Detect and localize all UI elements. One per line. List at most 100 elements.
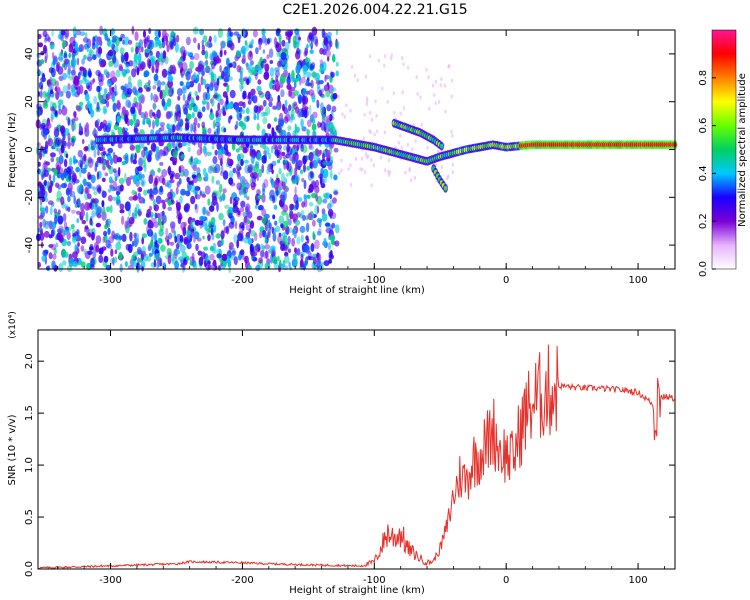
noise-blob — [208, 42, 213, 48]
spectrogram-features — [94, 118, 678, 193]
noise-blob — [68, 173, 72, 181]
noise-blob — [81, 219, 87, 225]
noise-blob — [138, 210, 142, 216]
noise-blob — [285, 159, 289, 170]
noise-blob — [216, 202, 219, 212]
noise-blob — [92, 249, 97, 259]
noise-blob — [291, 179, 298, 185]
noise-blob — [209, 52, 214, 61]
noise-blob — [146, 39, 153, 50]
noise-blob — [121, 106, 126, 115]
noise-blob — [155, 68, 159, 74]
noise-blob — [237, 37, 241, 44]
noise-blob — [86, 100, 91, 109]
noise-blob — [116, 115, 121, 123]
noise-blob — [167, 191, 173, 199]
noise-blob — [143, 146, 148, 151]
noise-blob — [254, 246, 258, 254]
noise-blob — [310, 79, 314, 89]
noise-blob — [389, 56, 393, 61]
noise-blob — [364, 74, 368, 79]
noise-blob — [107, 49, 114, 57]
noise-blob — [135, 65, 139, 73]
noise-blob — [87, 193, 92, 200]
noise-blob — [158, 149, 164, 154]
noise-blob — [272, 232, 277, 242]
noise-blob — [363, 170, 367, 175]
noise-blob — [131, 190, 136, 195]
noise-blob — [83, 54, 87, 60]
noise-blob — [257, 195, 263, 200]
noise-blob — [266, 168, 270, 175]
noise-blob — [60, 183, 67, 189]
noise-blob — [201, 100, 208, 105]
noise-blob — [175, 104, 180, 112]
noise-blob — [52, 253, 57, 260]
noise-blob — [96, 184, 102, 192]
noise-blob — [98, 58, 104, 65]
noise-blob — [308, 201, 314, 207]
noise-blob — [204, 50, 209, 60]
noise-blob — [258, 37, 262, 43]
noise-blob — [139, 63, 144, 71]
noise-blob — [74, 231, 79, 236]
spectrogram-y-axis: -40 -20 0 20 40 — [24, 48, 675, 253]
noise-blob — [87, 68, 92, 78]
noise-blob — [228, 63, 233, 68]
noise-blob — [139, 171, 143, 181]
noise-blob — [300, 253, 304, 261]
noise-blob — [222, 188, 227, 194]
noise-blob — [298, 59, 303, 68]
noise-blob — [238, 146, 243, 151]
noise-blob — [296, 126, 300, 133]
noise-blob — [248, 44, 254, 49]
noise-blob — [161, 98, 166, 107]
noise-blob — [236, 182, 242, 191]
noise-blob — [158, 127, 162, 132]
noise-blob — [192, 164, 197, 172]
colorbar-gradient — [711, 29, 737, 270]
noise-blob — [115, 241, 122, 251]
noise-blob — [62, 72, 67, 81]
snr-y-multiplier: (x10⁴) — [8, 311, 18, 338]
noise-blob — [138, 258, 143, 263]
noise-blob — [301, 177, 305, 183]
noise-blob — [54, 137, 60, 147]
noise-blob — [420, 122, 423, 127]
noise-blob — [116, 156, 123, 163]
noise-blob — [187, 234, 191, 240]
noise-blob — [299, 169, 304, 175]
noise-blob — [310, 243, 315, 252]
noise-blob — [229, 196, 233, 205]
noise-blob — [303, 197, 308, 208]
noise-blob — [148, 150, 152, 156]
noise-blob — [305, 90, 310, 95]
noise-blob — [292, 228, 296, 235]
noise-blob — [235, 120, 239, 129]
noise-blob — [272, 84, 277, 91]
noise-blob — [58, 92, 63, 98]
noise-blob — [323, 84, 329, 92]
noise-blob — [294, 28, 300, 35]
noise-blob — [197, 123, 201, 128]
noise-blob — [138, 59, 142, 65]
noise-blob — [261, 164, 265, 174]
noise-blob — [211, 233, 215, 241]
noise-blob — [71, 87, 77, 97]
noise-blob — [47, 138, 54, 147]
noise-blob — [49, 180, 53, 189]
noise-blob — [426, 145, 429, 150]
noise-blob — [211, 175, 215, 184]
noise-blob — [98, 79, 104, 87]
noise-blob — [143, 70, 150, 77]
noise-blob — [90, 174, 96, 184]
noise-blob — [415, 75, 418, 80]
noise-blob — [267, 123, 272, 130]
noise-blob — [307, 212, 313, 221]
noise-blob — [93, 148, 97, 158]
noise-blob — [340, 158, 343, 163]
noise-blob — [108, 188, 111, 193]
noise-blob — [174, 235, 178, 244]
noise-blob — [298, 36, 301, 41]
noise-blob — [322, 168, 329, 179]
